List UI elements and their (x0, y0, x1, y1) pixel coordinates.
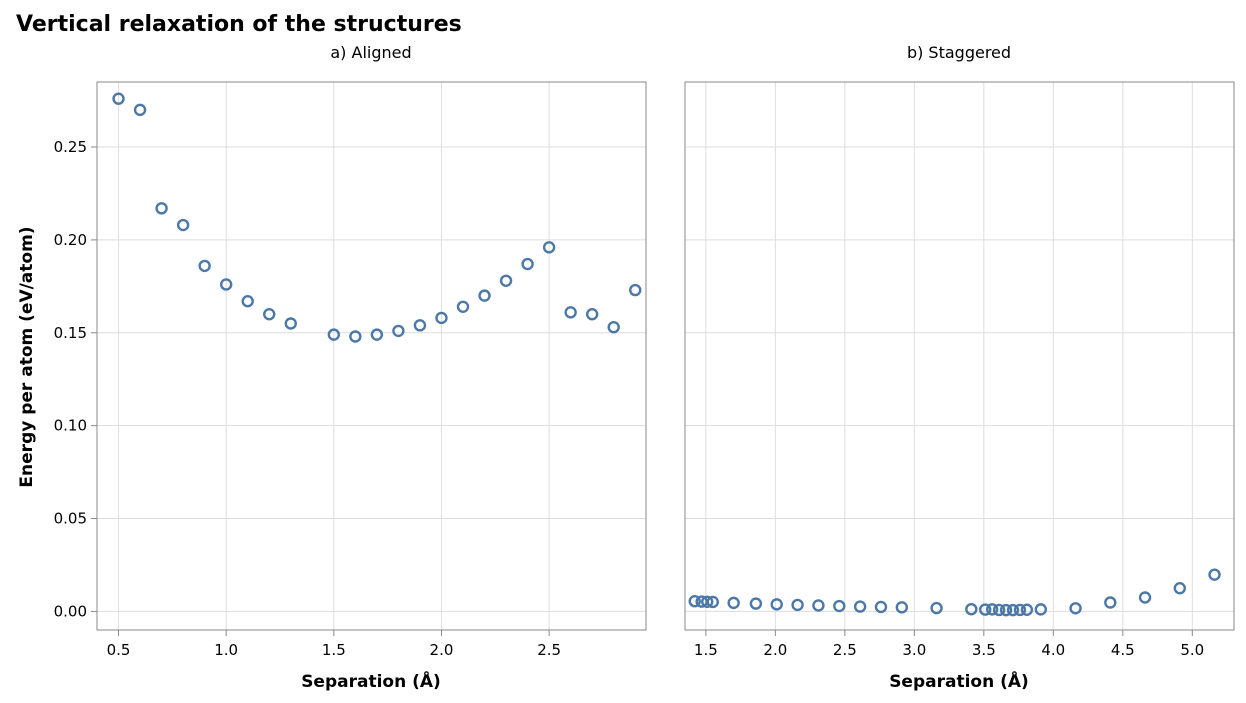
data-point (999, 603, 1013, 617)
data-point (874, 600, 888, 614)
y-tick-label: 0.05 (54, 510, 87, 528)
data-point (1069, 602, 1082, 615)
x-tick-label: 2.5 (833, 641, 857, 659)
panel-aligned-x-axis-title: Separation (Å) (301, 669, 441, 692)
data-point (478, 289, 491, 302)
x-tick-label: 5.0 (1180, 641, 1204, 659)
panel-aligned-subtitle: a) Aligned (330, 43, 411, 62)
data-point (1013, 603, 1027, 617)
data-point (1138, 591, 1152, 604)
data-point (688, 595, 701, 608)
panel-staggered: b) Staggered 1.5 2.0 2.5 3.0 3.5 4.0 4.5 5.0 Se… (684, 43, 1235, 692)
data-point (499, 274, 513, 287)
data-point (1208, 568, 1221, 581)
data-point (853, 600, 867, 613)
data-point (349, 330, 362, 343)
data-point (791, 598, 804, 612)
data-point (198, 259, 211, 273)
data-point (701, 595, 714, 608)
x-tick-label: 3.5 (972, 641, 996, 659)
y-tick-label: 0.15 (54, 324, 87, 342)
x-tick-label: 4.0 (1041, 641, 1065, 659)
data-point (985, 603, 999, 616)
data-point (833, 599, 846, 613)
data-point (392, 324, 405, 338)
data-point (979, 603, 992, 616)
data-point (284, 317, 297, 330)
data-point (370, 328, 384, 341)
data-point (456, 300, 470, 313)
data-point (435, 311, 448, 325)
x-tick-label: 2.0 (763, 641, 787, 659)
data-point (133, 103, 147, 117)
x-tick-label: 4.5 (1111, 641, 1135, 659)
data-point (155, 202, 168, 215)
data-point (585, 308, 599, 321)
panel-staggered-subtitle: b) Staggered (907, 43, 1011, 62)
panel-staggered-x-axis-title: Separation (Å) (889, 669, 1029, 692)
panel-staggered-plot-area: 1.5 2.0 2.5 3.0 3.5 4.0 4.5 5.0 (684, 81, 1235, 659)
data-point (965, 602, 978, 616)
data-point (812, 599, 825, 612)
data-point (607, 321, 620, 334)
panel-aligned-frame (96, 81, 647, 631)
data-point (727, 596, 740, 610)
data-point (413, 319, 427, 332)
figure-title: Vertical relaxation of the structures (16, 12, 462, 37)
x-tick-label: 1.0 (214, 641, 238, 659)
data-point (263, 308, 276, 321)
data-point (327, 328, 341, 341)
x-tick-label: 1.5 (694, 641, 718, 659)
panel-staggered-frame (684, 81, 1235, 631)
panel-aligned-plot-area: 0.5 1.0 1.5 2.0 2.5 0.00 0.05 0.10 0.15 0.20 0.25 (54, 81, 647, 659)
data-point (992, 603, 1006, 617)
data-point (1104, 596, 1117, 609)
data-point (176, 218, 190, 232)
data-point (112, 92, 125, 105)
data-point (521, 257, 534, 271)
panel-aligned: a) Aligned 0.5 1.0 1.5 2.0 2.50.000.050.100.… (17, 43, 647, 692)
data-point (564, 306, 577, 319)
data-point (1020, 603, 1034, 616)
data-point (629, 283, 642, 297)
data-point (749, 597, 763, 610)
y-tick-label: 0.25 (54, 138, 87, 156)
x-tick-label: 2.5 (537, 641, 561, 659)
data-point (1006, 603, 1020, 617)
data-point (241, 295, 254, 308)
y-tick-label: 0.10 (54, 417, 87, 435)
x-tick-label: 2.0 (430, 641, 454, 659)
data-point (542, 241, 556, 254)
x-tick-label: 3.0 (902, 641, 926, 659)
data-point (219, 278, 233, 291)
y-axis-title: Energy per atom (eV/atom) (17, 226, 37, 487)
x-tick-label: 0.5 (107, 641, 131, 659)
data-point (706, 595, 719, 609)
y-tick-label: 0.00 (54, 602, 87, 620)
data-point (1173, 582, 1186, 595)
data-point (930, 601, 943, 615)
data-point (895, 601, 909, 614)
y-tick-label: 0.20 (54, 231, 87, 249)
data-point (770, 598, 783, 611)
data-point (1034, 603, 1048, 616)
x-tick-label: 1.5 (322, 641, 346, 659)
